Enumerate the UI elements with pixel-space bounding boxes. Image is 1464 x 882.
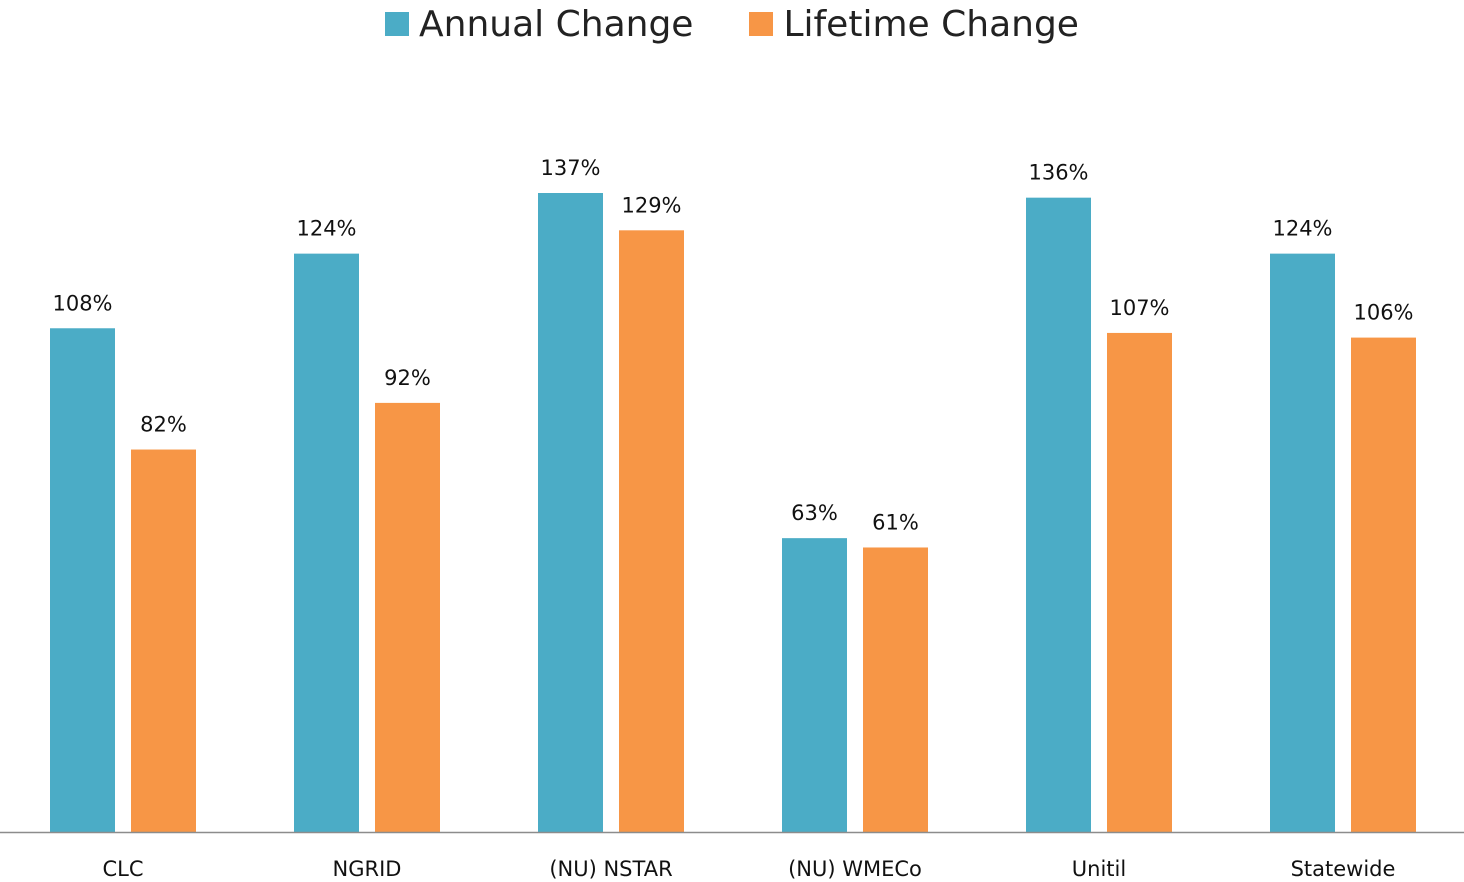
x-tick-label-nu-wmeco: (NU) WMECo [788,857,922,881]
x-tick-label-unitil: Unitil [1072,857,1126,881]
data-label-lifetime-change-clc: 82% [140,413,187,437]
data-label-annual-change-clc: 108% [52,291,112,315]
chart-legend: Annual Change Lifetime Change [0,2,1464,46]
data-label-lifetime-change-nu-wmeco: 61% [872,510,919,534]
bar-annual-change-clc [50,328,115,832]
data-label-annual-change-nu-wmeco: 63% [791,501,838,525]
bar-annual-change-nu-nstar [538,193,603,832]
bar-annual-change-ngrid [294,253,359,833]
data-label-lifetime-change-ngrid: 92% [384,366,431,390]
legend-label-lifetime-change: Lifetime Change [783,3,1079,45]
bar-lifetime-change-clc [131,449,196,832]
bar-annual-change-nu-wmeco [782,538,847,832]
legend-item-lifetime-change: Lifetime Change [749,4,1079,45]
legend-swatch-annual-change [385,12,410,36]
legend-label-annual-change: Annual Change [419,3,694,45]
bar-lifetime-change-unitil [1107,332,1172,832]
data-label-lifetime-change-nu-nstar: 129% [621,193,681,217]
bar-lifetime-change-ngrid [375,402,440,832]
data-label-annual-change-nu-nstar: 137% [540,156,600,180]
bar-lifetime-change-nu-nstar [619,230,684,833]
x-tick-label-nu-nstar: (NU) NSTAR [549,857,672,881]
bar-lifetime-change-nu-wmeco [863,547,928,832]
bar-annual-change-statewide [1270,253,1335,833]
data-label-lifetime-change-unitil: 107% [1109,296,1169,320]
legend-swatch-lifetime-change [749,12,774,36]
bar-annual-change-unitil [1026,197,1091,832]
data-label-annual-change-statewide: 124% [1272,217,1332,241]
x-tick-label-ngrid: NGRID [333,857,402,881]
x-tick-label-statewide: Statewide [1291,857,1396,881]
data-label-annual-change-unitil: 136% [1028,161,1088,185]
x-tick-label-clc: CLC [102,857,143,881]
data-label-annual-change-ngrid: 124% [296,217,356,241]
data-label-lifetime-change-statewide: 106% [1353,301,1413,325]
bar-lifetime-change-statewide [1351,337,1416,832]
legend-item-annual-change: Annual Change [385,4,693,45]
